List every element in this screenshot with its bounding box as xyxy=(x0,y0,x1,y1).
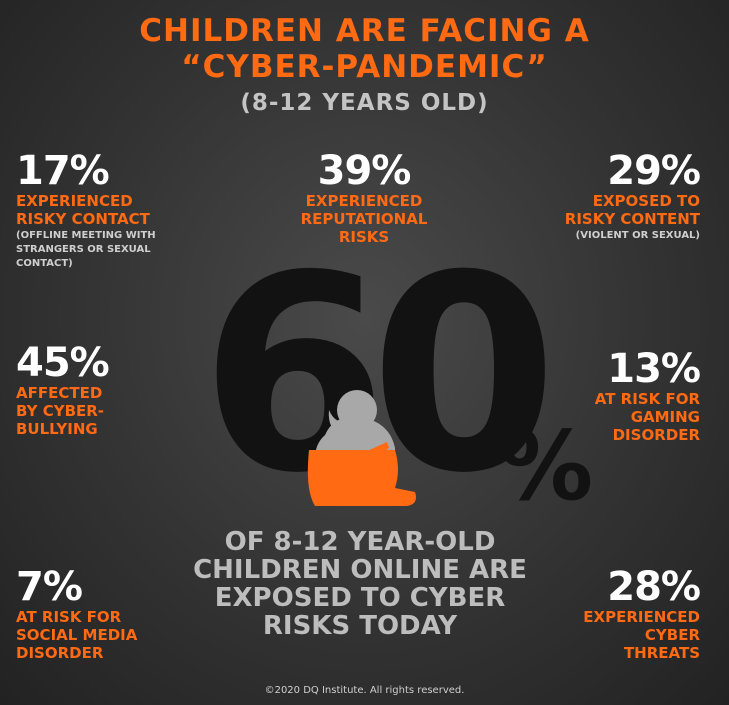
stat-label: DISORDER xyxy=(16,644,104,662)
stat-percent: 28% xyxy=(607,564,701,610)
stat-percent: 45% xyxy=(16,340,110,386)
stat-percent: 7% xyxy=(16,564,83,610)
copyright: ©2020 DQ Institute. All rights reserved. xyxy=(264,685,465,696)
stat-percent: 17% xyxy=(16,148,110,194)
child-body-orange xyxy=(307,442,416,506)
stat-percent: 29% xyxy=(607,148,701,194)
stat-label: BULLYING xyxy=(16,420,98,438)
sad-child-silhouette-icon xyxy=(307,390,416,506)
stat-label: AFFECTED xyxy=(16,384,103,402)
stat-cyber-threats: 28% EXPERIENCED CYBER THREATS xyxy=(540,564,701,662)
stat-note: (OFFLINE MEETING WITH xyxy=(16,230,156,241)
title-line-1: CHILDREN ARE FACING A xyxy=(139,13,590,49)
stat-label: CYBER xyxy=(644,626,700,644)
stat-risky-content: 29% EXPOSED TO RISKY CONTENT (VIOLENT OR… xyxy=(500,148,701,242)
stat-percent: 13% xyxy=(607,346,701,392)
hero-line: EXPOSED TO CYBER xyxy=(214,583,506,613)
stat-label: GAMING xyxy=(630,408,700,426)
stat-label: THREATS xyxy=(623,644,700,662)
title-line-2: “CYBER-PANDEMIC” xyxy=(181,49,548,85)
stat-note: CONTACT) xyxy=(16,258,73,269)
stat-social-media: 7% AT RISK FOR SOCIAL MEDIA DISORDER xyxy=(16,566,186,662)
subtitle: (8-12 YEARS OLD) xyxy=(240,90,489,116)
stat-label: RISKY CONTACT xyxy=(16,210,150,228)
stat-label: DISORDER xyxy=(612,426,700,444)
big-percent-sign: % xyxy=(498,412,594,522)
stat-label: EXPERIENCED xyxy=(583,608,700,626)
stat-percent: 39% xyxy=(317,148,412,194)
hero-message: OF 8-12 YEAR-OLD CHILDREN ONLINE ARE EXP… xyxy=(170,528,550,640)
stat-label: AT RISK FOR xyxy=(16,608,122,626)
stat-label: RISKY CONTENT xyxy=(564,210,700,228)
stat-label: EXPERIENCED xyxy=(305,192,423,210)
stat-cyberbullying: 45% AFFECTED BY CYBER- BULLYING xyxy=(16,342,176,438)
stat-label: EXPERIENCED xyxy=(16,192,133,210)
stat-gaming: 13% AT RISK FOR GAMING DISORDER xyxy=(540,346,701,444)
stat-label: EXPOSED TO xyxy=(592,192,700,210)
stat-reputational: 39% EXPERIENCED REPUTATIONAL RISKS xyxy=(264,150,464,246)
hero-line: CHILDREN ONLINE ARE xyxy=(193,555,527,585)
stat-label: REPUTATIONAL xyxy=(300,210,428,228)
stat-label: BY CYBER- xyxy=(16,402,105,420)
stat-note: (VIOLENT OR SEXUAL) xyxy=(575,230,700,241)
stat-label: RISKS xyxy=(338,228,390,246)
stat-label: SOCIAL MEDIA xyxy=(16,626,138,644)
hero-line: OF 8-12 YEAR-OLD xyxy=(224,527,496,557)
stat-risky-contact: 17% EXPERIENCED RISKY CONTACT (OFFLINE M… xyxy=(16,150,216,270)
stat-note: STRANGERS OR SEXUAL xyxy=(16,244,151,255)
hero-line: RISKS TODAY xyxy=(262,611,458,641)
stat-label: AT RISK FOR xyxy=(594,390,700,408)
